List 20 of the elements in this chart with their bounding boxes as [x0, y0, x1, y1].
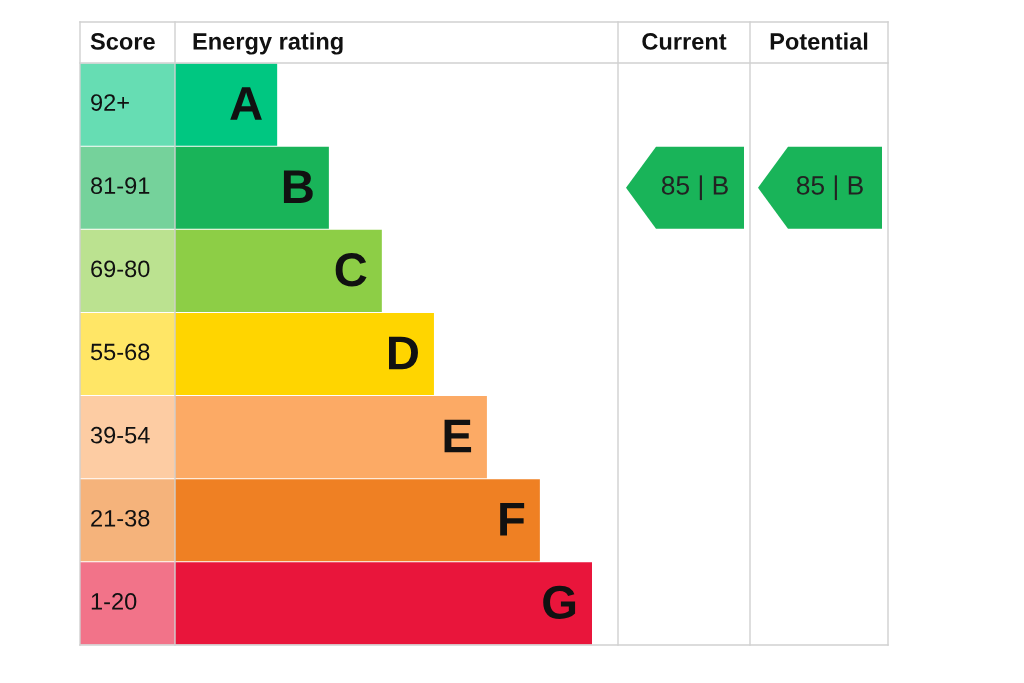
y-tick-label: D [389, 336, 418, 370]
text: 21-38 [91, 509, 150, 527]
y-tick-label: E [444, 419, 472, 453]
text: 92+ [91, 94, 129, 111]
y-tick-label: C [335, 253, 367, 287]
text: Potential [770, 32, 868, 50]
text: 1-20 [91, 593, 137, 610]
text: 69-80 [91, 260, 150, 278]
text: 55-68 [90, 343, 150, 361]
text: 85 | B [661, 175, 728, 201]
annotation: Energy rating [193, 32, 343, 55]
text: 85 | B [796, 175, 863, 201]
y-tick-label: G [543, 585, 576, 620]
y-tick-label: F [500, 503, 525, 536]
y-tick-label: B [283, 170, 313, 203]
text: 81-91 [91, 177, 150, 195]
text: 39-54 [90, 426, 150, 444]
y-tick-label: A [230, 87, 262, 120]
text: Score [90, 33, 155, 50]
text: Current [642, 33, 727, 50]
